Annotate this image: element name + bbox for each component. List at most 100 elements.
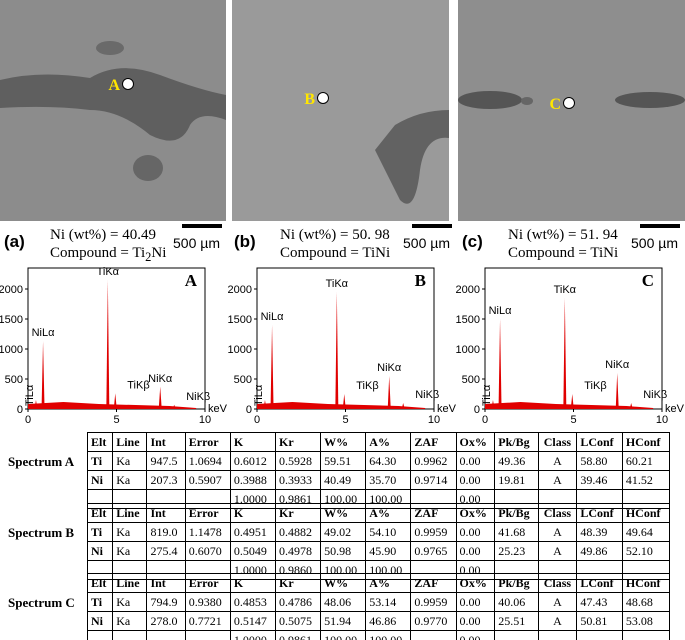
ni-content: Ni (wt%) = 50. 98 (280, 227, 390, 243)
header-cell: A% (365, 503, 412, 523)
header-cell: ZAF (410, 432, 457, 452)
background-noise (257, 402, 426, 409)
phase-region (375, 110, 449, 204)
cell: 0.9959 (410, 522, 457, 542)
cell: Ka (112, 611, 148, 631)
header-cell: Class (537, 432, 578, 452)
cell: 48.39 (576, 522, 623, 542)
peak (387, 376, 391, 409)
spectrum-label: C (642, 271, 654, 290)
phase-region (96, 41, 124, 55)
header-cell: Ox% (455, 573, 496, 593)
table-label: Spectrum C (8, 595, 75, 610)
compound-part: Ni (151, 245, 167, 261)
cell: 0.5907 (184, 470, 231, 490)
cell: 0.9380 (184, 592, 231, 612)
background-noise (28, 402, 197, 409)
y-tick-label: 2000 (456, 284, 480, 296)
cell: 0.00 (455, 592, 496, 612)
peak (172, 404, 176, 409)
cell: A (537, 470, 578, 490)
header-cell: Kr (275, 432, 322, 452)
cell: 0.3933 (275, 470, 322, 490)
analysis-point (122, 78, 134, 90)
peak-label: TiKβ (356, 380, 378, 392)
cell (184, 630, 231, 640)
cell: Ni (86, 541, 114, 561)
header-cell: K (229, 573, 277, 593)
peak (263, 400, 267, 409)
cell: 64.30 (365, 451, 412, 471)
point-label: A (108, 77, 120, 94)
cell (621, 630, 671, 640)
header-cell: Error (184, 503, 231, 523)
peak-label: NiKα (605, 359, 630, 371)
x-tick-label: 0 (25, 414, 31, 426)
cell: 0.6012 (229, 451, 277, 471)
y-tick-label: 2000 (228, 284, 252, 296)
cell: 0.9770 (410, 611, 457, 631)
micrograph (458, 0, 685, 221)
cell: 0.9959 (410, 592, 457, 612)
x-tick-label: 0 (254, 414, 260, 426)
cell: A (537, 611, 578, 631)
y-tick-label: 2000 (0, 284, 23, 296)
cell: 49.86 (576, 541, 623, 561)
header-cell: A% (365, 573, 412, 593)
cell: 1.0000 (229, 630, 277, 640)
cell: 47.43 (576, 592, 623, 612)
cell: 41.68 (494, 522, 539, 542)
x-unit: keV (437, 403, 457, 415)
x-tick-label: 0 (482, 414, 488, 426)
cell (410, 630, 457, 640)
header-cell: Elt (86, 503, 114, 523)
cell: 35.70 (365, 470, 412, 490)
header-cell: Int (146, 432, 186, 452)
cell: 50.81 (576, 611, 623, 631)
cell: 100.00 (365, 630, 412, 640)
y-tick-label: 1500 (0, 314, 23, 326)
cell: 39.46 (576, 470, 623, 490)
peak (563, 298, 567, 409)
header-row: Elt Line Int Error K Kr W% A% ZAF Ox% Pk/Bg Class LC… (86, 573, 671, 593)
compound: Compound = TiNi (280, 244, 390, 262)
peak-label: TiLα (24, 384, 36, 406)
cell: 0.9714 (410, 470, 457, 490)
data-row: Ti Ka 819.0 1.1478 0.4951 0.4882 49.02 54.10 0.9… (86, 522, 671, 542)
x-tick-label: 10 (199, 414, 211, 426)
header-row: Elt Line Int Error K Kr W% A% ZAF Ox% Pk/Bg Class LC… (86, 432, 671, 452)
header-cell: Pk/Bg (494, 432, 539, 452)
cell: 49.02 (320, 522, 367, 542)
compound-part: 2 (145, 250, 152, 264)
cell: 49.64 (621, 522, 671, 542)
cell: 207.3 (146, 470, 186, 490)
plot-frame (27, 267, 206, 410)
cell: 0.00 (455, 451, 496, 471)
cell: Ti (86, 592, 114, 612)
peak (113, 393, 117, 409)
cell: 1.0694 (184, 451, 231, 471)
cell: 0.00 (455, 522, 496, 542)
cell: 0.5075 (275, 611, 322, 631)
phase-region (458, 91, 522, 109)
x-tick-label: 5 (113, 414, 119, 426)
x-tick-label: 10 (656, 414, 668, 426)
y-tick-label: 0 (246, 404, 252, 416)
cell: 0.00 (455, 470, 496, 490)
cell: 275.4 (146, 541, 186, 561)
ni-content: Ni (wt%) = 40.49 (50, 227, 156, 243)
peak-label: TiLα (481, 384, 493, 406)
cell: 41.52 (621, 470, 671, 490)
cell: 0.00 (455, 630, 496, 640)
peak (342, 394, 346, 409)
cell: 0.4951 (229, 522, 277, 542)
header-cell: Error (184, 432, 231, 452)
cell (112, 630, 148, 640)
cell: 819.0 (146, 522, 186, 542)
header-cell: Pk/Bg (494, 503, 539, 523)
compound: Compound = TiNi (508, 244, 618, 262)
analysis-point (317, 92, 329, 104)
compound-part: Compound = TiNi (280, 245, 391, 261)
cell: 0.9765 (410, 541, 457, 561)
